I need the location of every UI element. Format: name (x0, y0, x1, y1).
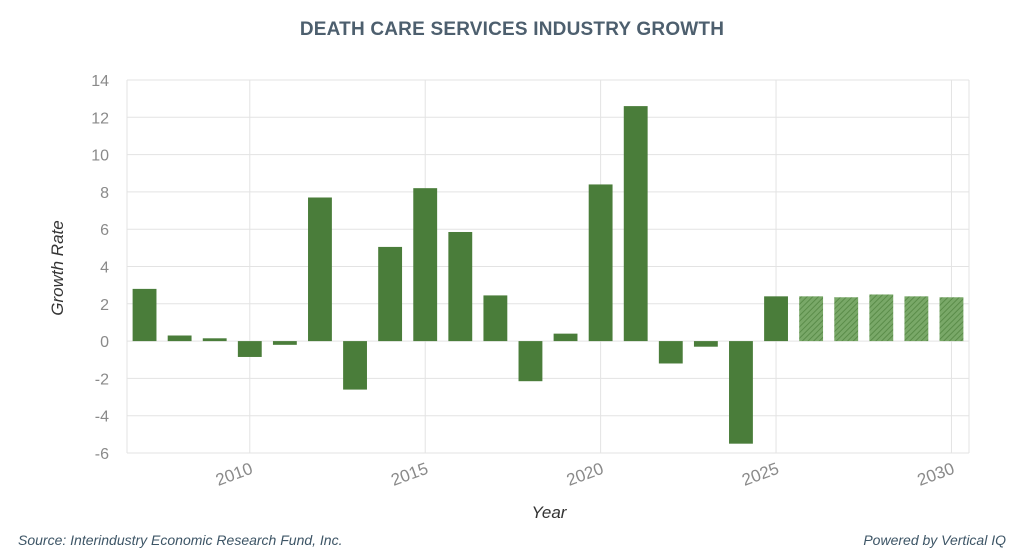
forecast-bar (939, 297, 964, 342)
chart-title: DEATH CARE SERVICES INDUSTRY GROWTH (299, 19, 725, 40)
x-tick-label: 2025 (739, 459, 781, 490)
bar (693, 341, 718, 347)
bar (167, 335, 192, 342)
y-tick-label: -2 (95, 371, 109, 388)
bar (588, 184, 613, 342)
x-tick-label: 2030 (915, 459, 957, 490)
bar (413, 188, 438, 342)
x-tick-label: 2020 (564, 459, 606, 490)
bars (132, 106, 964, 444)
bar (553, 333, 578, 342)
bar (483, 295, 508, 342)
powered-by: Powered by Vertical IQ (863, 532, 1006, 548)
y-tick-label: 2 (100, 297, 109, 314)
bar (202, 338, 227, 342)
forecast-bar (904, 296, 929, 342)
bar (308, 197, 332, 342)
y-tick-label: 4 (100, 260, 109, 277)
y-tick-label: 14 (91, 73, 109, 90)
y-tick-label: 8 (100, 185, 109, 202)
bar (518, 341, 543, 382)
y-tick-label: 10 (91, 148, 109, 165)
y-axis-ticks: -6 -4 -2 0 2 4 6 8 10 12 14 (91, 73, 109, 463)
x-axis-label: Year (532, 503, 568, 522)
bar (729, 341, 753, 444)
bar (378, 246, 403, 342)
grid (126, 79, 970, 454)
y-tick-label: -4 (95, 409, 109, 426)
bar (237, 341, 262, 357)
y-axis-label: Growth Rate (48, 220, 67, 315)
forecast-bar (834, 297, 859, 342)
x-tick-label: 2010 (213, 459, 255, 490)
x-axis-ticks: 2010 2015 2020 2025 2030 (213, 459, 957, 490)
bar (623, 106, 648, 342)
y-tick-label: -6 (95, 446, 109, 463)
y-tick-label: 12 (91, 110, 109, 127)
bar (272, 341, 297, 345)
forecast-bar (869, 294, 894, 342)
y-tick-label: 0 (100, 334, 109, 351)
y-tick-label: 6 (100, 222, 109, 239)
bar (764, 296, 788, 342)
source-note: Source: Interindustry Economic Research … (18, 532, 343, 548)
x-tick-label: 2015 (389, 459, 431, 490)
forecast-bar (799, 296, 824, 342)
bar (343, 341, 367, 390)
bar (448, 231, 473, 342)
bar (658, 341, 683, 364)
bar (132, 288, 157, 342)
